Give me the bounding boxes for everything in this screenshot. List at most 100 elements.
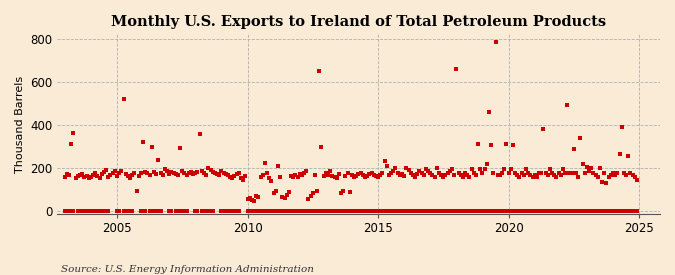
Point [325, 208, 335, 213]
Point [136, 208, 146, 213]
Point [273, 163, 284, 168]
Point [627, 208, 638, 213]
Point [164, 172, 175, 176]
Point [529, 173, 540, 177]
Point [342, 171, 353, 175]
Point [438, 208, 449, 213]
Point [225, 208, 236, 213]
Point [475, 208, 486, 213]
Point [512, 208, 522, 213]
Point [433, 208, 444, 213]
Point [301, 169, 312, 173]
Point [371, 174, 381, 178]
Point [118, 208, 129, 213]
Point [196, 169, 207, 173]
Point [403, 208, 414, 213]
Point [360, 175, 371, 180]
Point [616, 125, 627, 129]
Point [77, 208, 88, 213]
Point [581, 208, 592, 213]
Point [436, 173, 447, 177]
Title: Monthly U.S. Exports to Ireland of Total Petroleum Products: Monthly U.S. Exports to Ireland of Total… [111, 15, 606, 29]
Point [323, 208, 333, 213]
Point [388, 169, 399, 173]
Point [95, 176, 105, 181]
Point [444, 169, 455, 173]
Point [464, 208, 475, 213]
Point [397, 208, 408, 213]
Point [358, 173, 369, 177]
Point [373, 208, 383, 213]
Point [314, 208, 325, 213]
Point [221, 172, 232, 176]
Point [470, 208, 481, 213]
Point [281, 192, 292, 197]
Point [177, 208, 188, 213]
Point [551, 175, 562, 180]
Point [564, 208, 575, 213]
Point [136, 171, 146, 175]
Point [466, 167, 477, 171]
Point [453, 171, 464, 175]
Point [266, 208, 277, 213]
Point [335, 191, 346, 196]
Point [603, 175, 614, 180]
Point [379, 159, 390, 163]
Point [179, 208, 190, 213]
Point [410, 208, 421, 213]
Point [284, 190, 294, 195]
Point [101, 208, 111, 213]
Point [503, 208, 514, 213]
Point [495, 208, 506, 213]
Point [312, 208, 323, 213]
Point [621, 173, 632, 177]
Point [92, 208, 103, 213]
Point [554, 171, 564, 175]
Point [577, 208, 588, 213]
Point [88, 173, 99, 177]
Point [369, 208, 379, 213]
Point [629, 175, 640, 180]
Point [301, 208, 312, 213]
Point [575, 208, 586, 213]
Point [488, 171, 499, 175]
Point [595, 208, 605, 213]
Point [458, 175, 468, 180]
Point [333, 208, 344, 213]
Point [381, 208, 392, 213]
Point [101, 168, 111, 172]
Point [303, 197, 314, 201]
Point [468, 171, 479, 175]
Point [146, 145, 157, 149]
Point [468, 208, 479, 213]
Point [310, 208, 321, 213]
Point [294, 208, 305, 213]
Point [284, 208, 294, 213]
Point [173, 208, 184, 213]
Point [483, 208, 494, 213]
Point [90, 171, 101, 175]
Point [338, 208, 349, 213]
Point [414, 169, 425, 173]
Point [472, 142, 483, 146]
Point [568, 208, 579, 213]
Point [597, 208, 608, 213]
Point [534, 171, 545, 175]
Point [151, 172, 161, 176]
Point [205, 168, 216, 172]
Point [603, 208, 614, 213]
Point [514, 175, 525, 180]
Point [327, 208, 338, 213]
Point [190, 208, 200, 213]
Point [353, 208, 364, 213]
Point [431, 208, 442, 213]
Point [262, 208, 273, 213]
Point [307, 191, 318, 196]
Point [371, 208, 381, 213]
Point [575, 135, 586, 140]
Point [383, 173, 394, 177]
Point [564, 171, 575, 175]
Point [394, 173, 405, 177]
Point [453, 208, 464, 213]
Point [588, 171, 599, 175]
